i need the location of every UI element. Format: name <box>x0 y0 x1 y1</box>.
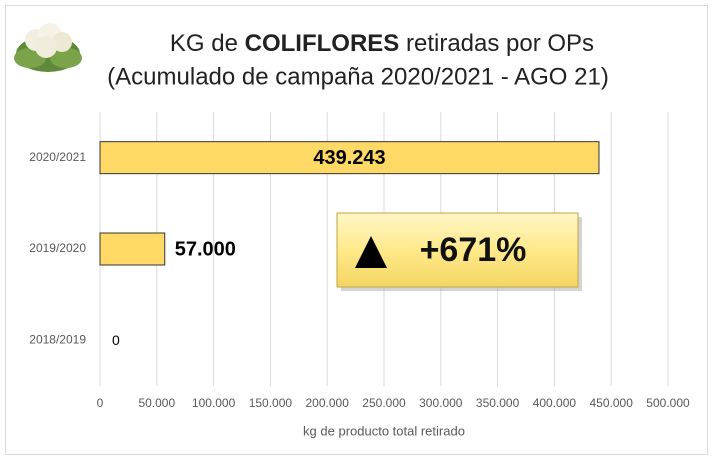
value-label: 57.000 <box>175 238 236 260</box>
title-part: COLIFLORES <box>245 30 400 57</box>
x-tick-label: 100.000 <box>192 396 236 410</box>
annotation: +671% <box>337 213 582 291</box>
title-part: KG de <box>170 30 245 57</box>
x-tick-label: 200.000 <box>306 396 350 410</box>
y-tick-label: 2020/2021 <box>29 150 86 164</box>
x-tick-label: 500.000 <box>646 396 690 410</box>
annotation-text: +671% <box>420 231 527 269</box>
x-tick-label: 350.000 <box>476 396 520 410</box>
x-tick-label: 150.000 <box>249 396 293 410</box>
chart-title: KG de COLIFLORES retiradas por OPs <box>170 30 594 57</box>
chart-subtitle: (Acumulado de campaña 2020/2021 - AGO 21… <box>107 63 609 90</box>
x-tick-label: 400.000 <box>533 396 577 410</box>
bar <box>100 233 165 265</box>
x-tick-label: 50.000 <box>138 396 175 410</box>
value-label: 439.243 <box>313 147 385 169</box>
x-axis-title: kg de producto total retirado <box>303 423 465 438</box>
chart: KG de COLIFLORES retiradas por OPs (Acum… <box>0 0 713 460</box>
title-part: retiradas por OPs <box>399 30 594 57</box>
value-label: 0 <box>112 332 120 348</box>
y-tick-label: 2018/2019 <box>29 333 86 347</box>
x-tick-label: 0 <box>97 396 104 410</box>
x-tick-label: 450.000 <box>590 396 634 410</box>
x-tick-label: 300.000 <box>419 396 463 410</box>
y-tick-label: 2019/2020 <box>29 241 86 255</box>
x-tick-label: 250.000 <box>362 396 406 410</box>
